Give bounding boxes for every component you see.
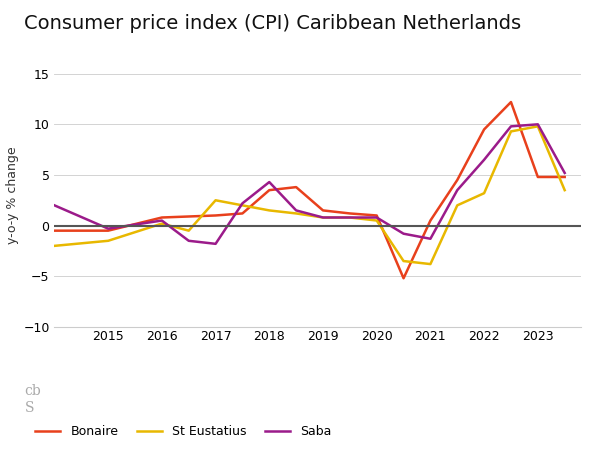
Bonaire [105, 228, 112, 233]
St Eustatius [454, 202, 461, 208]
St Eustatius [346, 215, 353, 220]
Bonaire [346, 211, 353, 216]
Line: St Eustatius: St Eustatius [54, 126, 564, 264]
St Eustatius [373, 218, 381, 223]
St Eustatius [427, 262, 434, 267]
St Eustatius [480, 191, 488, 196]
Bonaire [51, 228, 58, 233]
Bonaire [319, 207, 327, 213]
Bonaire [561, 174, 568, 180]
St Eustatius [239, 202, 246, 208]
Line: Saba: Saba [54, 124, 564, 244]
Saba [561, 170, 568, 176]
Saba [454, 188, 461, 193]
Bonaire [534, 174, 541, 180]
Text: cb
$\mathregular{S}$: cb $\mathregular{S}$ [24, 384, 41, 415]
St Eustatius [105, 238, 112, 243]
Saba [319, 215, 327, 220]
Text: Consumer price index (CPI) Caribbean Netherlands: Consumer price index (CPI) Caribbean Net… [24, 14, 522, 33]
Bonaire [266, 188, 273, 193]
Bonaire [212, 213, 219, 218]
Bonaire [373, 213, 381, 218]
Y-axis label: y-o-y % change: y-o-y % change [6, 146, 19, 244]
Bonaire [480, 127, 488, 132]
Legend: Bonaire, St Eustatius, Saba: Bonaire, St Eustatius, Saba [30, 420, 337, 443]
Saba [373, 215, 381, 220]
St Eustatius [400, 258, 407, 264]
St Eustatius [561, 188, 568, 193]
St Eustatius [534, 123, 541, 129]
Saba [427, 236, 434, 242]
Saba [480, 157, 488, 163]
Bonaire [292, 184, 299, 190]
Bonaire [454, 178, 461, 183]
Saba [159, 218, 166, 223]
Bonaire [427, 218, 434, 223]
Saba [185, 238, 192, 243]
St Eustatius [266, 207, 273, 213]
Bonaire [400, 276, 407, 281]
Bonaire [508, 99, 515, 105]
Saba [292, 207, 299, 213]
Saba [346, 215, 353, 220]
St Eustatius [51, 243, 58, 249]
St Eustatius [292, 211, 299, 216]
Bonaire [159, 215, 166, 220]
St Eustatius [212, 197, 219, 203]
Saba [239, 201, 246, 206]
Saba [212, 241, 219, 247]
Bonaire [239, 211, 246, 216]
Saba [266, 179, 273, 185]
St Eustatius [159, 221, 166, 226]
St Eustatius [319, 215, 327, 220]
Saba [508, 123, 515, 129]
Saba [105, 226, 112, 232]
Saba [400, 231, 407, 237]
Line: Bonaire: Bonaire [54, 102, 564, 278]
Saba [51, 202, 58, 208]
St Eustatius [185, 228, 192, 233]
Saba [534, 122, 541, 127]
St Eustatius [508, 128, 515, 134]
